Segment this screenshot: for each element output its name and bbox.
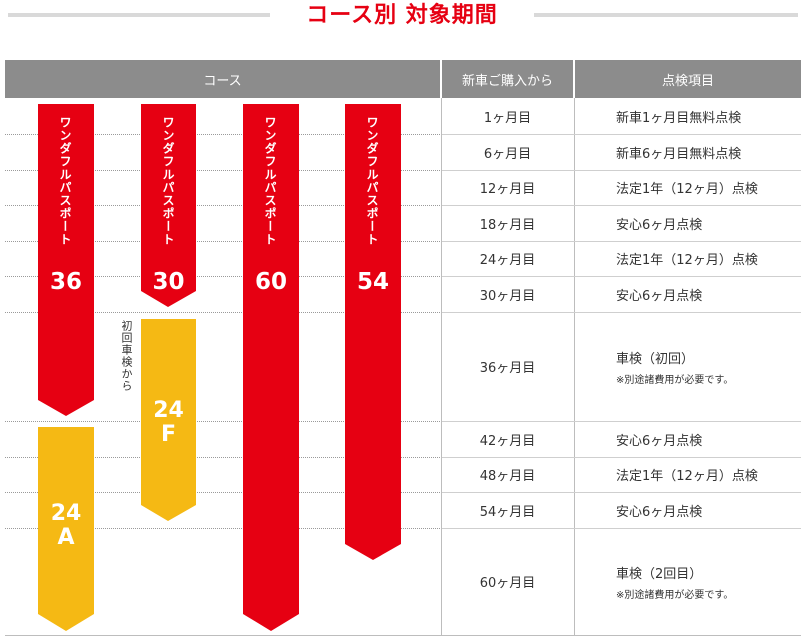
header-items: 点検項目 <box>575 60 801 98</box>
row-divider <box>442 276 801 277</box>
item-label: 車検（初回） <box>616 351 695 367</box>
row-divider <box>5 312 440 313</box>
row-divider <box>5 528 440 529</box>
row-divider <box>5 205 440 206</box>
course-30-name: ワンダフルパスポート <box>161 116 175 246</box>
row-divider <box>442 492 801 493</box>
header-months: 新車ご購入から <box>442 60 573 98</box>
title-rule-left <box>8 13 270 17</box>
table-bottom-rule <box>5 635 801 636</box>
item-cell: 安心6ヶ月点検 <box>616 421 801 457</box>
course-24a-arrow <box>38 427 94 631</box>
course-36-arrow <box>38 104 94 416</box>
month-cell: 1ヶ月目 <box>483 110 532 126</box>
course-24f-letter: F <box>160 422 177 447</box>
month-cell: 18ヶ月目 <box>479 217 536 233</box>
month-cell: 48ヶ月目 <box>479 469 536 484</box>
row-divider <box>442 134 801 135</box>
item-cell: 車検（初回） ※別途諸費用が必要です。 <box>616 312 801 421</box>
course-36-number: 36 <box>49 269 82 295</box>
title-bar: コース別 対象期間 <box>0 0 806 36</box>
row-divider <box>442 241 801 242</box>
item-label: 車検（2回目） <box>616 566 703 582</box>
row-divider <box>5 276 440 277</box>
item-label: 法定1年（12ヶ月）点検 <box>616 469 758 484</box>
item-cell: 安心6ヶ月点検 <box>616 276 801 312</box>
course-24a-number: 24 <box>50 501 82 526</box>
row-divider <box>5 241 440 242</box>
row-divider <box>5 457 440 458</box>
course-36-name: ワンダフルパスポート <box>58 116 72 246</box>
row-divider <box>5 170 440 171</box>
row-divider <box>5 492 440 493</box>
row-divider <box>442 457 801 458</box>
column-divider-1 <box>441 98 442 636</box>
item-label: 安心6ヶ月点検 <box>616 433 703 449</box>
row-divider <box>442 312 801 313</box>
month-cell: 6ヶ月目 <box>483 146 532 162</box>
course-60-number: 60 <box>254 269 287 295</box>
course-24a-letter: A <box>57 525 75 550</box>
column-divider-2 <box>574 98 575 636</box>
month-cell: 24ヶ月目 <box>479 253 536 268</box>
item-label: 法定1年（12ヶ月）点検 <box>616 253 758 268</box>
item-cell: 法定1年（12ヶ月）点検 <box>616 457 801 492</box>
item-label: 法定1年（12ヶ月）点検 <box>616 182 758 197</box>
item-cell: 法定1年（12ヶ月）点検 <box>616 241 801 276</box>
row-divider <box>442 170 801 171</box>
item-label: 安心6ヶ月点検 <box>616 288 703 304</box>
month-cell: 60ヶ月目 <box>479 576 536 591</box>
item-cell: 新車1ヶ月目無料点検 <box>616 98 801 134</box>
item-cell: 安心6ヶ月点検 <box>616 205 801 241</box>
row-divider <box>442 528 801 529</box>
header-course: コース <box>5 60 440 98</box>
course-30-arrow <box>141 104 196 307</box>
course-24f-start-note: 初回車検から <box>120 320 133 392</box>
item-cell: 安心6ヶ月点検 <box>616 492 801 528</box>
item-cell: 新車6ヶ月目無料点検 <box>616 134 801 170</box>
item-label: 新車1ヶ月目無料点検 <box>616 110 742 126</box>
month-cell: 42ヶ月目 <box>479 433 536 449</box>
course-54-name: ワンダフルパスポート <box>365 116 379 246</box>
row-divider <box>5 421 440 422</box>
course-60-name: ワンダフルパスポート <box>263 116 277 246</box>
item-note: ※別途諸費用が必要です。 <box>616 374 734 386</box>
course-54-number: 54 <box>356 269 389 295</box>
item-note: ※別途諸費用が必要です。 <box>616 589 734 601</box>
course-30-number: 30 <box>152 269 185 295</box>
course-54-arrow <box>345 104 401 560</box>
row-divider <box>442 421 801 422</box>
month-cell: 54ヶ月目 <box>479 504 536 520</box>
month-cell: 30ヶ月目 <box>479 288 536 304</box>
item-cell: 車検（2回目） ※別途諸費用が必要です。 <box>616 528 801 635</box>
month-cell: 36ヶ月目 <box>479 361 536 376</box>
course-24f-arrow <box>141 319 196 521</box>
item-label: 新車6ヶ月目無料点検 <box>616 146 742 162</box>
item-label: 安心6ヶ月点検 <box>616 504 703 520</box>
row-divider <box>442 205 801 206</box>
title-rule-right <box>534 13 798 17</box>
course-24f-number: 24 <box>153 398 184 423</box>
month-cell: 12ヶ月目 <box>479 182 536 197</box>
row-divider <box>5 134 440 135</box>
page-title: コース別 対象期間 <box>306 3 498 28</box>
item-cell: 法定1年（12ヶ月）点検 <box>616 170 801 205</box>
item-label: 安心6ヶ月点検 <box>616 217 703 233</box>
course-60-arrow <box>243 104 299 631</box>
